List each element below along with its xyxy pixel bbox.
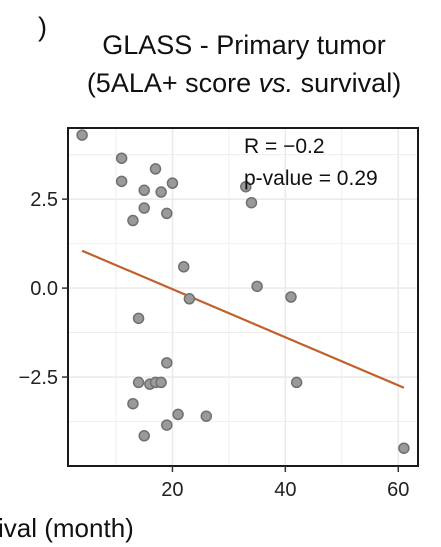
x-tick-label: 20 bbox=[161, 479, 183, 501]
scatter-point bbox=[155, 376, 167, 389]
y-tick-label: 2.5 bbox=[30, 189, 58, 211]
scatter-point bbox=[285, 291, 297, 303]
scatter-point bbox=[200, 410, 213, 422]
scatter-point bbox=[155, 186, 167, 198]
x-axis-label: ival (month) bbox=[0, 513, 134, 543]
points-group bbox=[76, 129, 410, 454]
scatter-point bbox=[132, 376, 145, 389]
panel-mark: ) bbox=[38, 12, 47, 42]
scatter-point bbox=[251, 280, 263, 293]
x-tick-label: 60 bbox=[387, 479, 409, 501]
scatter-point bbox=[161, 419, 173, 431]
scatter-point bbox=[127, 214, 139, 227]
scatter-point bbox=[149, 163, 162, 175]
grid bbox=[68, 128, 418, 466]
scatter-point bbox=[76, 129, 88, 141]
scatter-point bbox=[161, 207, 173, 220]
scatter-point bbox=[138, 430, 150, 442]
plot-frame bbox=[67, 127, 419, 467]
scatter-point bbox=[132, 312, 145, 325]
scatter-point bbox=[177, 261, 190, 273]
scatter-point bbox=[161, 357, 173, 369]
scatter-point bbox=[245, 196, 258, 209]
scatter-point bbox=[127, 397, 139, 410]
y-tick-label: 0.0 bbox=[30, 278, 58, 300]
scatter-point bbox=[398, 442, 410, 454]
trend-line bbox=[81, 249, 405, 389]
chart-title-line1: GLASS - Primary tumor bbox=[102, 30, 386, 60]
x-axis: 20 40 60 bbox=[161, 466, 409, 501]
title-line2-post: survival) bbox=[293, 68, 401, 98]
scatter-point bbox=[115, 152, 128, 164]
trend-line-group bbox=[81, 249, 405, 389]
scatter-point bbox=[138, 184, 150, 197]
scatter-point bbox=[290, 376, 303, 389]
scatter-point bbox=[183, 293, 196, 305]
r-annotation: R = −0.2 bbox=[244, 135, 325, 158]
scatter-point bbox=[172, 408, 184, 421]
scatter-point bbox=[115, 175, 128, 188]
chart-title-line2: (5ALA+ score vs. survival) bbox=[87, 68, 401, 98]
x-tick-label: 40 bbox=[274, 479, 296, 501]
title-line2-pre: (5ALA+ score bbox=[87, 68, 259, 98]
p-value-annotation: p-value = 0.29 bbox=[244, 167, 378, 190]
y-tick-label: −2.5 bbox=[19, 367, 58, 389]
scatter-point bbox=[138, 202, 150, 214]
y-axis: 2.5 0.0 −2.5 bbox=[19, 189, 68, 389]
scatter-point bbox=[166, 177, 179, 189]
title-line2-em: vs. bbox=[259, 68, 294, 98]
scatter-point bbox=[240, 180, 252, 193]
